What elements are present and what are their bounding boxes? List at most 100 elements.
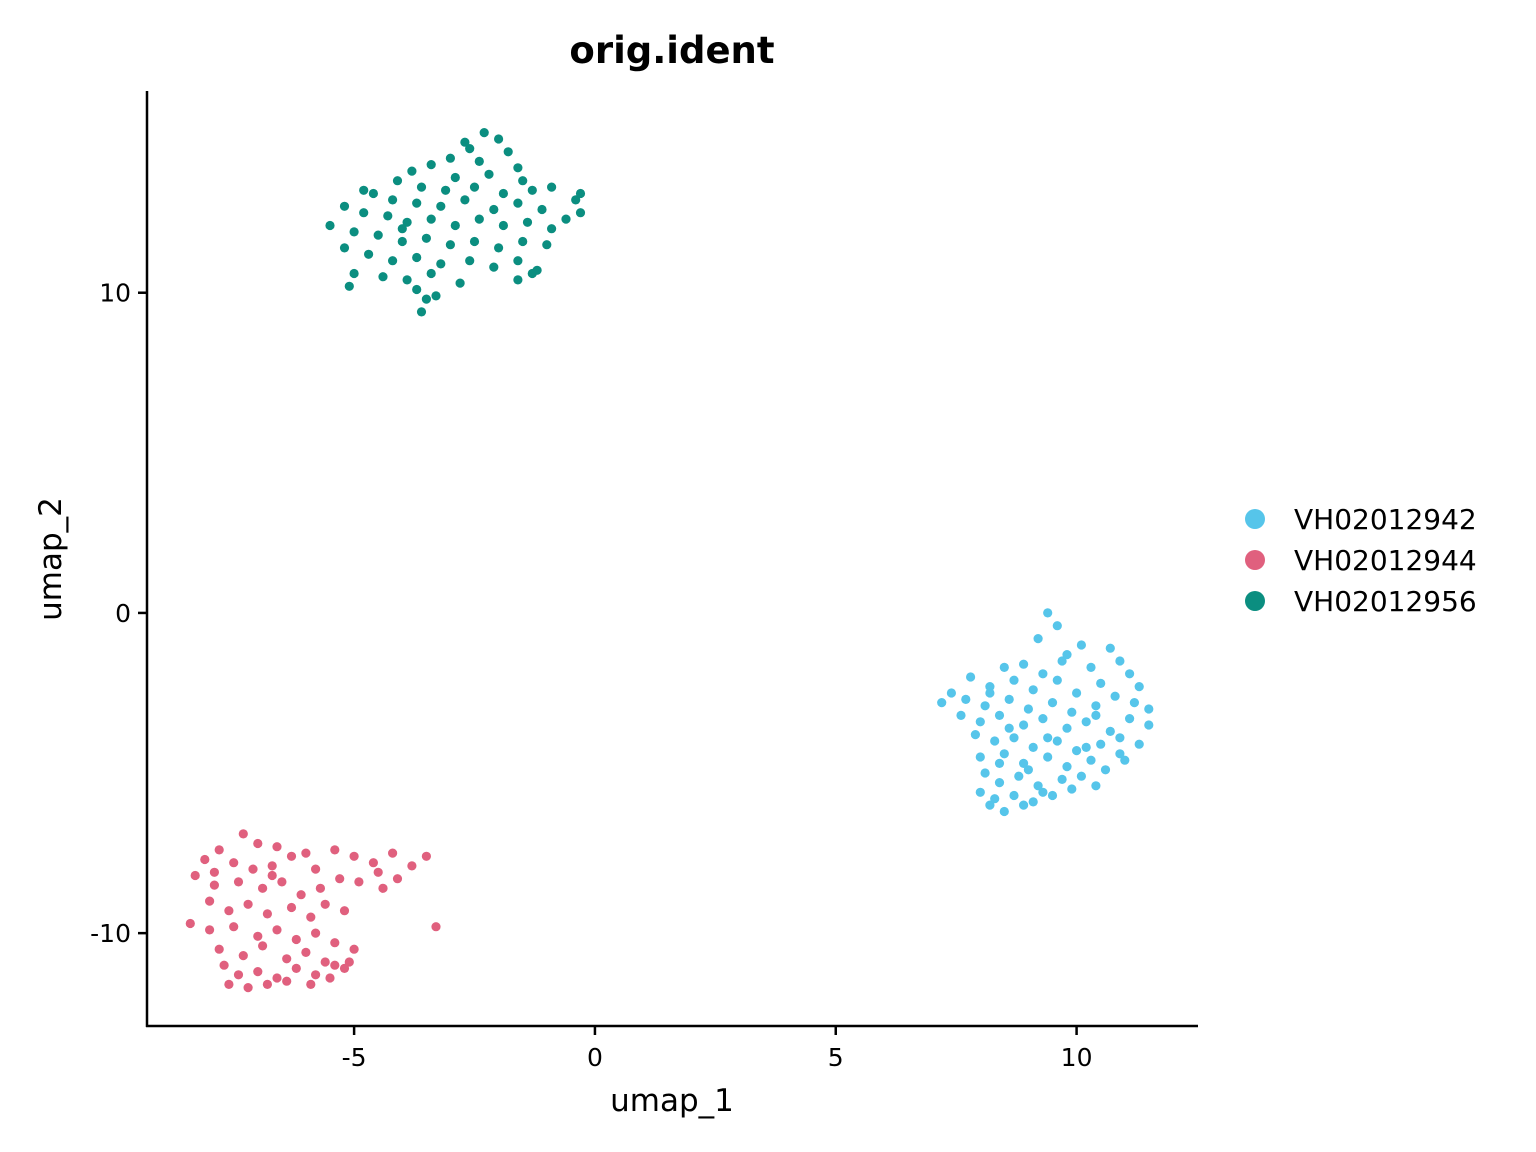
data-point xyxy=(1081,717,1091,727)
data-point xyxy=(282,954,292,964)
data-point xyxy=(994,758,1005,769)
data-point xyxy=(205,925,215,935)
data-point xyxy=(489,204,499,215)
data-point xyxy=(412,284,422,295)
data-point xyxy=(1043,608,1053,618)
data-point xyxy=(1062,723,1072,733)
data-point xyxy=(330,845,340,855)
data-point xyxy=(306,912,316,922)
data-point xyxy=(1091,781,1101,791)
data-point xyxy=(421,233,431,243)
data-point xyxy=(513,256,523,266)
data-point xyxy=(1115,656,1125,666)
data-point xyxy=(258,883,268,893)
data-point xyxy=(498,188,508,199)
data-point xyxy=(416,182,427,192)
data-point xyxy=(1004,723,1014,733)
data-point xyxy=(262,909,272,919)
data-point xyxy=(1047,790,1058,801)
data-point xyxy=(1033,781,1043,791)
data-point xyxy=(349,851,359,861)
y-axis-title: umap_2 xyxy=(33,497,69,621)
x-tick-label: 10 xyxy=(1061,1043,1093,1072)
data-point xyxy=(518,236,528,247)
data-point xyxy=(436,259,446,269)
data-point xyxy=(388,848,398,858)
data-point xyxy=(262,979,272,990)
data-point xyxy=(368,858,378,868)
data-point xyxy=(1043,752,1053,762)
data-point xyxy=(975,752,985,762)
data-point xyxy=(416,307,427,317)
data-point xyxy=(450,172,460,183)
data-point xyxy=(513,198,523,208)
data-point xyxy=(1019,659,1029,669)
data-point xyxy=(368,188,378,199)
data-point xyxy=(1028,797,1038,807)
data-point xyxy=(1072,688,1082,698)
data-point xyxy=(272,842,282,852)
data-point xyxy=(1076,640,1086,650)
legend: VH02012942 VH02012944 VH02012956 xyxy=(1245,503,1477,618)
data-point xyxy=(359,208,369,218)
data-point xyxy=(1057,774,1067,785)
legend-marker xyxy=(1245,591,1265,611)
data-point xyxy=(267,870,277,881)
data-point xyxy=(1129,698,1139,708)
data-point xyxy=(1144,704,1154,714)
data-point xyxy=(1091,701,1101,711)
data-point xyxy=(469,182,480,192)
data-point xyxy=(407,166,417,176)
x-axis-title: umap_1 xyxy=(610,1083,734,1119)
data-point xyxy=(1009,675,1019,685)
data-point xyxy=(378,272,388,282)
data-point xyxy=(1062,762,1072,772)
data-point xyxy=(253,931,263,941)
x-tick-label: -5 xyxy=(342,1043,367,1072)
data-point xyxy=(1100,765,1111,775)
x-tick-label: 0 xyxy=(587,1043,603,1072)
data-point xyxy=(1028,685,1038,695)
x-tick-label: 5 xyxy=(828,1043,844,1072)
y-axis-ticks: -10 0 10 xyxy=(90,279,147,948)
data-point xyxy=(985,800,995,810)
data-point xyxy=(349,227,359,237)
data-point xyxy=(990,794,1000,804)
data-point xyxy=(999,749,1009,759)
data-point xyxy=(999,662,1009,673)
data-point xyxy=(460,137,470,147)
data-point xyxy=(253,967,263,977)
data-point xyxy=(200,854,210,865)
data-point xyxy=(1110,691,1120,701)
legend-label: VH02012942 xyxy=(1294,503,1477,536)
data-point xyxy=(388,256,398,266)
data-point xyxy=(1052,621,1062,631)
data-point xyxy=(445,240,455,250)
data-point xyxy=(1115,733,1125,743)
data-point xyxy=(537,204,547,215)
data-point xyxy=(1052,736,1062,746)
data-point xyxy=(354,877,364,887)
data-point xyxy=(455,278,465,288)
data-point xyxy=(388,195,398,205)
data-point xyxy=(990,736,1000,746)
data-point xyxy=(426,160,436,170)
data-point xyxy=(397,236,407,247)
data-point xyxy=(214,944,224,954)
data-point xyxy=(224,906,234,916)
data-point xyxy=(1009,733,1019,743)
data-point xyxy=(975,717,985,727)
data-point xyxy=(494,243,504,253)
data-point xyxy=(1052,675,1062,685)
data-point xyxy=(339,963,350,974)
data-point xyxy=(383,211,393,221)
data-point xyxy=(272,925,282,935)
data-point xyxy=(547,182,557,192)
data-point xyxy=(1038,669,1048,679)
data-point xyxy=(980,701,990,711)
data-point xyxy=(209,867,219,877)
data-point xyxy=(301,848,311,858)
data-point xyxy=(1009,790,1019,801)
data-point xyxy=(956,710,966,721)
data-point xyxy=(474,156,484,166)
